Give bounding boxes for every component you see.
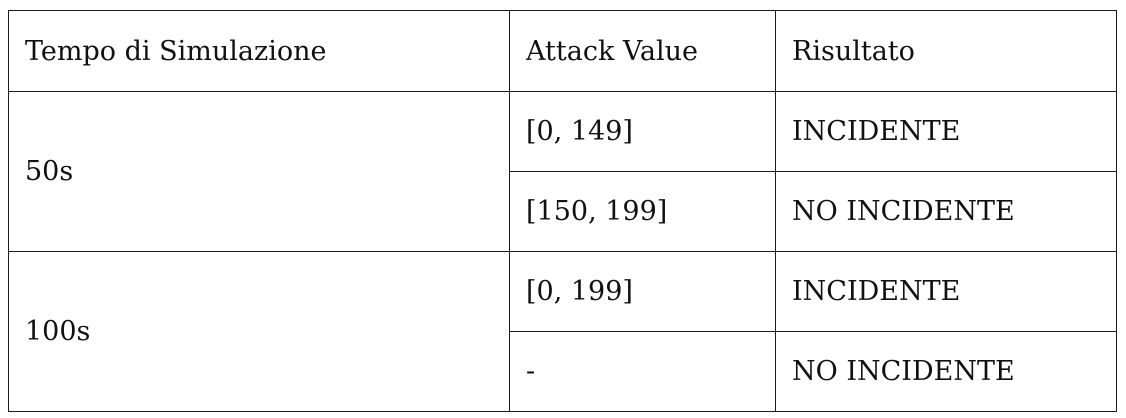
attack-value-cell: [0, 149]: [509, 91, 776, 172]
header-simulation-time: Tempo di Simulazione: [8, 10, 510, 92]
header-attack-value: Attack Value: [509, 10, 776, 92]
table-header-row: Tempo di Simulazione Attack Value Risult…: [8, 10, 1117, 92]
result-cell: NO INCIDENTE: [775, 331, 1117, 412]
table-row: 50s [0, 149] INCIDENTE: [8, 91, 1117, 252]
result-cell: INCIDENTE: [775, 251, 1117, 332]
header-result: Risultato: [775, 10, 1117, 92]
time-cell: 100s: [8, 251, 510, 412]
time-cell: 50s: [8, 91, 510, 252]
table-row: [150, 199] NO INCIDENTE: [9, 171, 1117, 252]
attack-value-cell: -: [509, 331, 776, 412]
results-table: Tempo di Simulazione Attack Value Risult…: [8, 10, 1117, 412]
table-row: - NO INCIDENTE: [9, 331, 1117, 412]
result-cell: INCIDENTE: [775, 91, 1117, 172]
attack-value-cell: [150, 199]: [509, 171, 776, 252]
attack-value-cell: [0, 199]: [509, 251, 776, 332]
table-row: 100s [0, 199] INCIDENTE: [8, 251, 1117, 412]
result-cell: NO INCIDENTE: [775, 171, 1117, 252]
